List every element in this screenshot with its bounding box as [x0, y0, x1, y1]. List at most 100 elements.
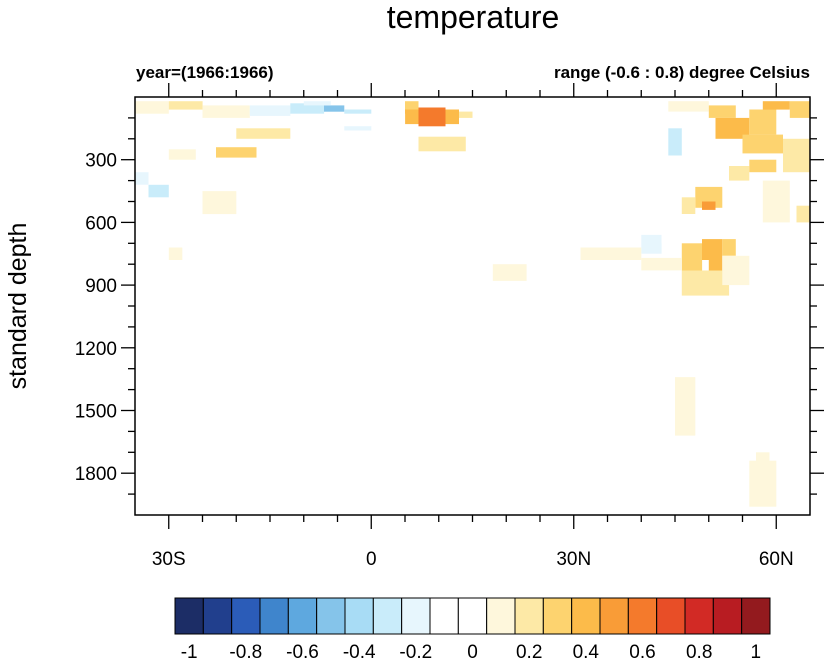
heatmap-cell [290, 113, 406, 127]
heatmap-cell [742, 134, 783, 154]
colorbar-swatch [287, 597, 318, 635]
y-tick-label: 1800 [75, 464, 117, 485]
colorbar-swatch [259, 597, 289, 635]
heatmap-cell [492, 264, 527, 281]
heatmap-cell [675, 377, 696, 436]
y-tick-label: 300 [85, 151, 117, 172]
colorbar-swatch [627, 597, 658, 635]
colorbar: -1 -0.8 -0.6 -0.4 -0.2 0 0.2 0.4 0.6 0.8 1 [174, 597, 771, 663]
heatmap-cell [762, 180, 790, 223]
heatmap-cell [135, 172, 149, 185]
colorbar-swatch [571, 597, 601, 635]
heatmap-cell [405, 101, 419, 110]
colorbar-swatch [344, 597, 374, 635]
heatmap-cell [749, 159, 777, 173]
heatmap-cell [236, 128, 291, 139]
heatmap-cell [499, 138, 534, 154]
colorbar-label: 1 [751, 642, 762, 663]
heatmap-cell [168, 247, 183, 260]
colorbar-swatch [486, 597, 516, 635]
y-axis: 300 600 900 1200 1500 1800 [75, 117, 824, 495]
heatmap-cell [715, 117, 750, 139]
heatmap-cell [681, 270, 730, 296]
heatmap-cell [405, 109, 419, 125]
heatmap-cell [290, 103, 325, 116]
colorbar-label: 0.6 [629, 642, 655, 663]
heatmap-cell [202, 159, 250, 171]
heatmap-cell [681, 197, 696, 214]
heatmap-cell [783, 138, 810, 173]
heatmap-cell [789, 101, 811, 118]
colorbar-swatch [684, 597, 714, 635]
heatmap-cell [641, 257, 682, 271]
colorbar-swatch [599, 597, 629, 635]
colorbar-swatch [231, 597, 261, 635]
y-tick-label: 1500 [75, 402, 117, 423]
heatmap-cell [445, 109, 459, 125]
heatmap-cell [681, 243, 703, 271]
colorbar-swatch [514, 597, 544, 635]
colorbar-swatch [174, 597, 204, 635]
heatmap-cell [715, 416, 723, 426]
heatmap-cell [708, 105, 736, 118]
chart-subtitle-left: year=(1966:1966) [136, 63, 274, 82]
heatmap-cell [182, 285, 210, 296]
x-axis: 30S 0 30N 60N [152, 83, 794, 570]
heatmap-cell [783, 469, 797, 482]
colorbar-label: -0.8 [229, 642, 262, 663]
heatmap-cell [796, 205, 810, 223]
x-tick-label: 60N [759, 549, 794, 570]
heatmap-cell [202, 191, 237, 215]
colorbar-swatch [741, 597, 771, 635]
heatmap-cell [762, 101, 790, 110]
colorbar-label: -0.4 [343, 642, 376, 663]
colorbar-label: -0.6 [286, 642, 319, 663]
heatmap-cell [641, 234, 662, 254]
heatmap-cell [303, 101, 331, 106]
y-axis-label: standard depth [4, 223, 32, 390]
heatmap-cell [553, 318, 574, 344]
heatmap-cell [168, 149, 196, 160]
colorbar-label: 0.8 [686, 642, 712, 663]
heatmap-cell [135, 101, 169, 114]
colorbar-swatch [457, 597, 488, 635]
colorbar-swatch [712, 597, 743, 635]
colorbar-swatch [202, 597, 233, 635]
colorbar-swatch [542, 597, 573, 635]
heatmap-cell [418, 107, 446, 127]
heatmap-cell [249, 105, 291, 116]
colorbar-swatch [401, 597, 431, 635]
y-tick-label: 900 [85, 276, 117, 297]
colorbar-swatch [656, 597, 686, 635]
heatmap-cell [216, 147, 243, 158]
colorbar-swatch [429, 597, 459, 635]
heatmap-cell [202, 105, 250, 118]
colorbar-label: 0.4 [573, 642, 600, 663]
heatmap-cell [749, 460, 777, 507]
heatmap-cell [722, 239, 736, 256]
heatmap-cell [533, 143, 561, 156]
heatmap-cell [168, 101, 203, 110]
heatmap-cell [135, 232, 169, 248]
heatmap-cell [702, 201, 716, 210]
heatmap-cell [702, 239, 723, 260]
heatmap-cell [749, 109, 777, 135]
heatmap-cells [135, 101, 811, 507]
heatmap-cell [654, 117, 669, 150]
heatmap-cell [438, 268, 480, 281]
heatmap-cell [486, 184, 540, 215]
colorbar-label: -0.2 [399, 642, 432, 663]
heatmap-cell [756, 452, 770, 463]
heatmap-cell [324, 105, 345, 112]
colorbar-swatch [316, 597, 346, 635]
heatmap-cell [607, 285, 642, 338]
y-tick-label: 1200 [75, 339, 117, 360]
heatmap-cell [661, 389, 675, 407]
chart-subtitle-right: range (-0.6 : 0.8) degree Celsius [554, 63, 810, 82]
heatmap-cell [148, 184, 169, 198]
heatmap-cell [722, 255, 750, 286]
x-tick-label: 0 [366, 549, 377, 570]
x-tick-label: 30N [556, 549, 591, 570]
colorbar-label: 0 [467, 642, 478, 663]
